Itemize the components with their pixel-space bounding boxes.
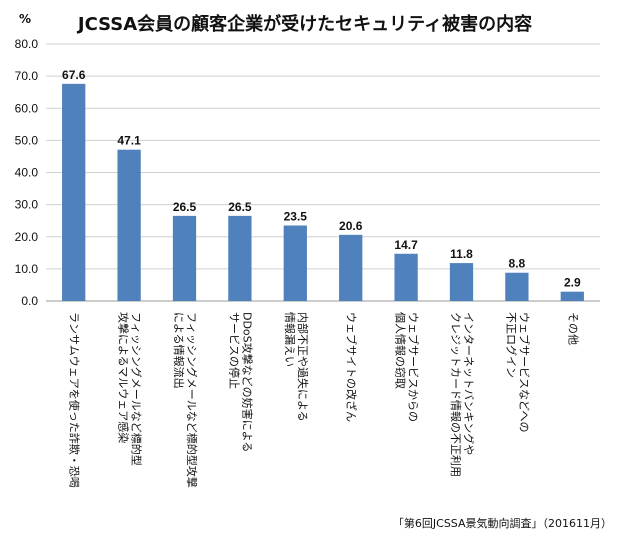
category-label: 情報漏えい bbox=[283, 312, 296, 367]
bar-value-label: 26.5 bbox=[228, 200, 252, 214]
bar-value-label: 67.6 bbox=[62, 68, 86, 82]
y-tick-label: 80.0 bbox=[15, 37, 39, 51]
bar-value-label: 2.9 bbox=[564, 276, 581, 290]
category-label: による情報流出 bbox=[172, 312, 186, 389]
bar bbox=[560, 291, 584, 301]
category-label: ウェブサービスからの bbox=[407, 312, 421, 422]
bar bbox=[394, 253, 418, 301]
bar-value-label: 23.5 bbox=[284, 210, 308, 224]
y-tick-label: 60.0 bbox=[15, 101, 39, 115]
bar bbox=[172, 215, 197, 301]
y-tick-label: 40.0 bbox=[15, 166, 39, 180]
source-note: 「第6回JCSSA景気動向調査」（201611月） bbox=[393, 516, 612, 530]
category-label: ランサムウェアを使った詐欺・恐喝 bbox=[68, 312, 82, 488]
bar-value-label: 14.7 bbox=[394, 238, 418, 252]
bar bbox=[505, 272, 529, 301]
y-tick-label: 50.0 bbox=[15, 133, 39, 147]
bar bbox=[228, 215, 252, 301]
bar-value-label: 8.8 bbox=[509, 257, 526, 271]
category-label: インターネットバンキングや bbox=[462, 312, 476, 455]
category-label: 個人情報の窃取 bbox=[394, 312, 408, 389]
category-label: ウェブサイトの改ざん bbox=[345, 312, 359, 422]
bar-value-label: 11.8 bbox=[450, 247, 473, 261]
category-label: 不正ログイン bbox=[504, 312, 518, 378]
category-label: サービスの停止 bbox=[227, 312, 241, 389]
bar-value-label: 20.6 bbox=[339, 219, 363, 233]
y-tick-label: 0.0 bbox=[21, 294, 38, 308]
y-axis-ticks: 0.0 10.0 20.0 30.0 40.0 50.0 60.0 70.0 80.0 bbox=[15, 37, 39, 308]
category-label: その他 bbox=[566, 312, 579, 345]
category-label: ウェブサービスなどへの bbox=[517, 312, 531, 432]
y-tick-label: 20.0 bbox=[15, 230, 39, 244]
bar bbox=[117, 149, 141, 301]
bar bbox=[62, 83, 86, 302]
category-label: DDoS攻撃などの妨害による bbox=[240, 312, 254, 452]
chart-title: JCSSA会員の顧客企業が受けたセキュリティ被害の内容 bbox=[76, 13, 532, 35]
bars bbox=[62, 83, 584, 302]
category-label: 攻撃によるマルウェア感染 bbox=[117, 312, 131, 443]
bar bbox=[339, 234, 363, 301]
y-tick-label: 10.0 bbox=[15, 262, 39, 276]
bar-value-label: 47.1 bbox=[117, 134, 141, 148]
category-label: 内部不正や過失による bbox=[296, 312, 310, 422]
y-tick-label: 70.0 bbox=[15, 69, 39, 83]
bar-value-label: 26.5 bbox=[173, 200, 197, 214]
category-label: クレジットカード情報の不正利用 bbox=[449, 312, 462, 477]
bar bbox=[283, 225, 307, 301]
bar bbox=[449, 263, 474, 301]
y-tick-label: 30.0 bbox=[15, 198, 39, 212]
category-label: フィッシングメールなど標的型攻撃 bbox=[185, 312, 199, 488]
y-axis-unit-label: % bbox=[19, 12, 31, 26]
category-label: フィッシングメールなど標的型 bbox=[130, 312, 144, 466]
category-labels: ランサムウェアを使った詐欺・恐喝 フィッシングメールなど標的型攻撃によるマルウェア… bbox=[68, 312, 580, 488]
value-labels: 67.6 47.1 26.5 26.5 23.5 20.6 14.7 11.8 8.8 2.9 bbox=[62, 68, 581, 290]
